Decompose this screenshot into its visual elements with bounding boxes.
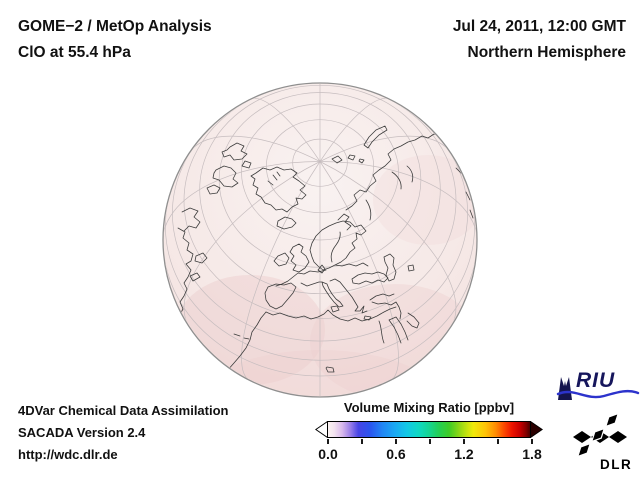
colorbar-tick	[360, 439, 363, 444]
colorbar-gradient	[327, 421, 531, 438]
colorbar-tick	[462, 439, 465, 444]
colorbar-tick-label: 1.2	[454, 446, 474, 462]
dlr-logo-text: DLR	[600, 457, 633, 472]
riu-logo: RIU	[556, 369, 640, 402]
colorbar: Volume Mixing Ratio [ppbv] 0.0 0.6 1.2 1.8	[315, 400, 543, 468]
riu-wave-icon	[556, 389, 640, 399]
attribution-block: 4DVar Chemical Data Assimilation SACADA …	[18, 400, 229, 466]
colorbar-tick	[327, 439, 329, 444]
colorbar-tick	[531, 439, 533, 444]
colorbar-left-arrow-shape	[315, 421, 328, 438]
colorbar-row	[315, 421, 543, 438]
colorbar-ticks	[327, 439, 533, 445]
colorbar-tick	[497, 439, 499, 444]
colorbar-labels: 0.0 0.6 1.2 1.8	[318, 446, 541, 464]
colorbar-tick-label: 0.6	[386, 446, 406, 462]
attribution-line1: 4DVar Chemical Data Assimilation	[18, 403, 229, 418]
colorbar-title: Volume Mixing Ratio [ppbv]	[343, 400, 515, 415]
title-line1: GOME−2 / MetOp Analysis	[18, 18, 212, 35]
colorbar-right-arrow	[530, 421, 543, 438]
hemisphere-text: Northern Hemisphere	[467, 44, 626, 61]
dlr-logo: DLR	[570, 410, 634, 474]
datetime-block: Jul 24, 2011, 12:00 GMT Northern Hemisph…	[453, 14, 626, 66]
colorbar-tick	[429, 439, 431, 444]
attribution-line2: SACADA Version 2.4	[18, 425, 146, 440]
colorbar-tick	[394, 439, 397, 444]
colorbar-tick-label: 0.0	[318, 446, 338, 462]
dlr-emblem-icon	[573, 412, 627, 458]
title-line2: ClO at 55.4 hPa	[18, 44, 131, 61]
title-block: GOME−2 / MetOp Analysis ClO at 55.4 hPa	[18, 14, 212, 66]
globe-map	[162, 82, 478, 398]
datetime-text: Jul 24, 2011, 12:00 GMT	[452, 18, 626, 35]
colorbar-tick-label: 1.8	[522, 446, 542, 462]
cathedral-icon	[558, 377, 572, 400]
attribution-url[interactable]: http://wdc.dlr.de	[18, 447, 118, 462]
riu-logo-text: RIU	[576, 369, 616, 392]
colorbar-right-arrow-shape	[530, 421, 543, 438]
